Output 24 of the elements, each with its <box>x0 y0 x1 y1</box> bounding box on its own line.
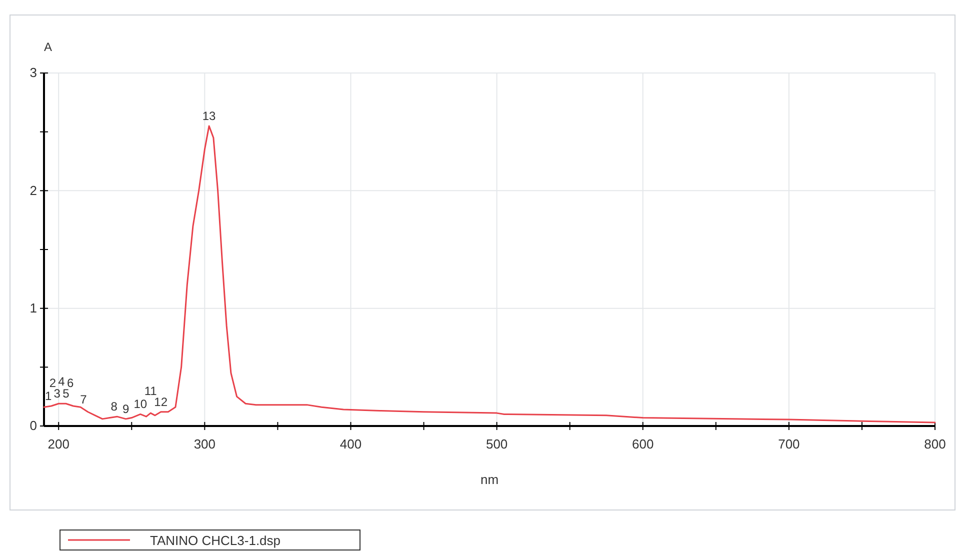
x-tick-label: 400 <box>340 436 362 452</box>
x-tick-label: 800 <box>924 436 946 452</box>
x-tick-label: 700 <box>778 436 800 452</box>
annotation: 13 <box>202 108 216 123</box>
annotation: 1 <box>45 388 52 403</box>
y-tick-label: 3 <box>30 65 37 80</box>
x-tick-label: 600 <box>632 436 654 452</box>
line-series <box>43 125 936 424</box>
annotation: 8 <box>110 400 118 414</box>
annotation: 4 <box>58 374 66 389</box>
x-tick-label: 200 <box>48 436 70 452</box>
y-tick-label: 2 <box>30 182 37 198</box>
annotation: 7 <box>80 392 88 407</box>
y-tick-label: 0 <box>30 418 37 434</box>
annotation: 3 <box>54 386 61 401</box>
y-axis-title: A <box>44 40 52 54</box>
annotation: 9 <box>122 402 130 416</box>
x-tick-label: 300 <box>194 436 216 452</box>
x-tick-label: 500 <box>486 436 508 452</box>
y-tick-label: 1 <box>30 300 37 316</box>
legend-label: TANINO CHCL3-1.dsp <box>150 533 281 548</box>
annotation: 10 <box>134 397 148 412</box>
annotation: 2 <box>49 376 56 390</box>
x-axis-title: nm <box>480 472 499 487</box>
